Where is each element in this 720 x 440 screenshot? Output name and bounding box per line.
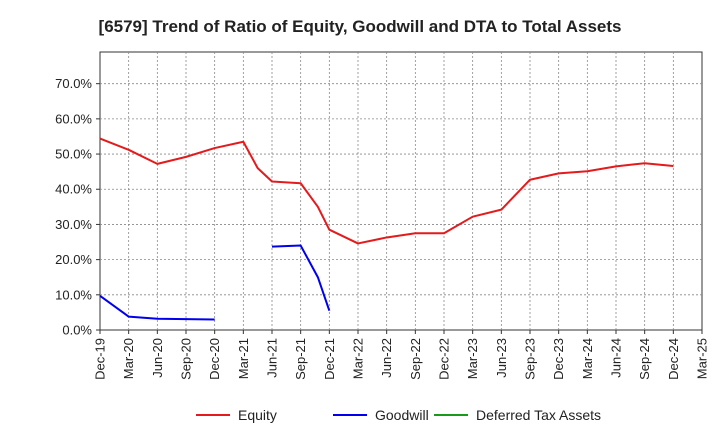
plot-area (99, 51, 703, 331)
x-tick-label: Sep-23 (523, 338, 538, 380)
x-tick-label: Sep-20 (179, 338, 194, 380)
x-tick-label: Dec-20 (207, 338, 222, 380)
x-tick-label: Dec-19 (93, 338, 108, 380)
y-tick-label: 10.0% (55, 287, 92, 302)
y-tick-label: 60.0% (55, 111, 92, 126)
x-tick-label: Jun-24 (609, 338, 624, 378)
x-tick-label: Jun-20 (150, 338, 165, 378)
series-line-goodwill (271, 244, 331, 311)
legend: Equity Goodwill Deferred Tax Assets (196, 407, 601, 423)
series-lines (99, 137, 674, 321)
x-tick-label: Sep-24 (637, 338, 652, 380)
x-tick-label: Mar-24 (580, 338, 595, 379)
legend-label: Deferred Tax Assets (476, 407, 601, 423)
x-tick-label: Mar-25 (695, 338, 710, 379)
x-tick-label: Sep-22 (408, 338, 423, 380)
y-tick-label: 0.0% (62, 323, 92, 338)
x-tick-label: Mar-22 (351, 338, 366, 379)
y-tick-label: 40.0% (55, 182, 92, 197)
x-tick-label: Mar-21 (236, 338, 251, 379)
x-tick-label: Dec-21 (322, 338, 337, 380)
chart-title: [6579] Trend of Ratio of Equity, Goodwil… (99, 17, 622, 36)
y-tick-label: 50.0% (55, 147, 92, 162)
x-tick-label: Dec-22 (437, 338, 452, 380)
y-tick-label: 20.0% (55, 252, 92, 267)
legend-label: Equity (238, 407, 277, 423)
x-tick-label: Sep-21 (293, 338, 308, 380)
grid-lines (100, 52, 702, 330)
series-line-goodwill (99, 295, 215, 321)
x-tick-label: Mar-23 (465, 338, 480, 379)
x-tick-label: Jun-21 (265, 338, 280, 378)
y-tick-label: 70.0% (55, 76, 92, 91)
x-tick-label: Dec-24 (666, 338, 681, 380)
series-line-equity (99, 137, 674, 245)
x-tick-label: Jun-22 (379, 338, 394, 378)
x-tick-label: Dec-23 (551, 338, 566, 380)
x-tick-label: Jun-23 (494, 338, 509, 378)
legend-label: Goodwill (375, 407, 429, 423)
y-tick-label: 30.0% (55, 217, 92, 232)
y-axis: 0.0% 10.0% 20.0% 30.0% 40.0% 50.0% 60.0% 70.0% (55, 76, 100, 338)
x-tick-label: Mar-20 (121, 338, 136, 379)
x-axis: Dec-19 Mar-20 Jun-20 Sep-20 Dec-20 Mar-21 Jun-… (93, 330, 710, 380)
